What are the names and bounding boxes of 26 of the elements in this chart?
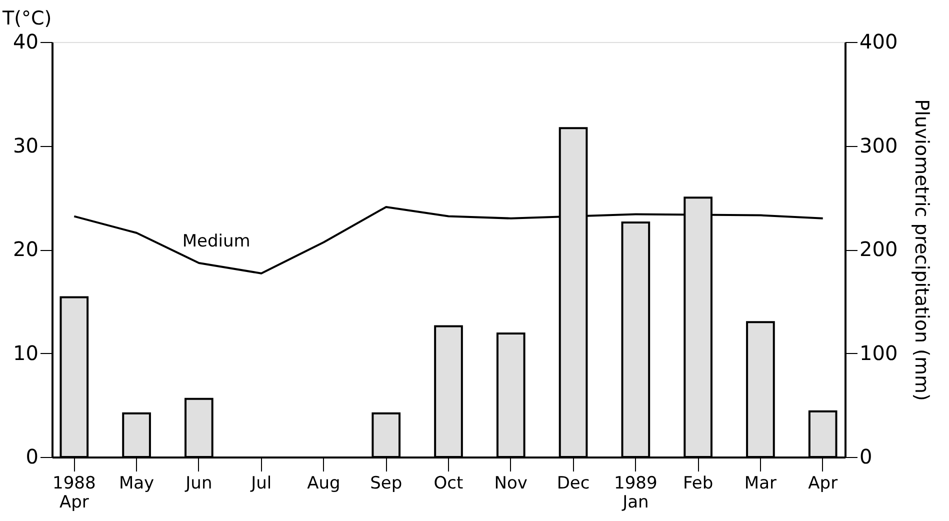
x-tick-label: 1989 Jan — [614, 474, 658, 512]
y2-tick-label: 400 — [860, 30, 898, 54]
x-tick-label: Aug — [307, 474, 340, 494]
y-tick-label: 10 — [13, 340, 38, 365]
y-tick-label: 40 — [13, 30, 38, 54]
x-tick-label: 1988 Apr — [52, 474, 96, 512]
y-tick-label: 20 — [13, 237, 38, 261]
y-axis-title: T(°C) — [2, 8, 52, 30]
x-tick-label: Sep — [370, 474, 402, 494]
x-tick-label: May — [118, 474, 154, 494]
series-label: Medium — [182, 231, 250, 252]
y2-tick-label: 300 — [860, 133, 898, 158]
x-tick-label: Jul — [250, 474, 272, 494]
x-tick-label: Nov — [494, 474, 528, 494]
x-tick-label: Jun — [184, 474, 212, 494]
y2-axis-title: Pluviometric precipitation (mm) — [910, 99, 933, 401]
x-tick-label: Dec — [556, 474, 590, 494]
y2-tick-label: 100 — [860, 340, 898, 365]
y2-tick-label: 200 — [860, 237, 898, 261]
x-tick-label: Feb — [683, 474, 714, 494]
y2-tick-label: 0 — [860, 444, 872, 468]
x-tick-label: Apr — [808, 474, 838, 494]
y-tick-label: 30 — [13, 133, 38, 158]
x-tick-label: Mar — [744, 474, 777, 494]
y-tick-label: 0 — [26, 444, 38, 468]
x-tick-label: Oct — [434, 474, 464, 494]
